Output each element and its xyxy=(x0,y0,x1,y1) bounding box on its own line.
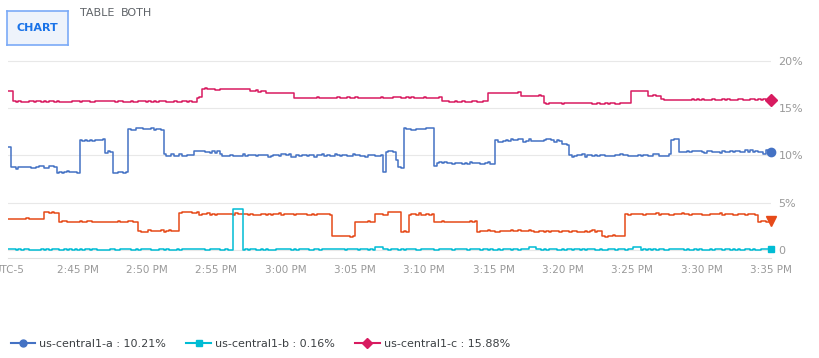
Text: BOTH: BOTH xyxy=(121,8,152,18)
Text: TABLE: TABLE xyxy=(80,8,115,18)
Text: CHART: CHART xyxy=(16,23,58,33)
